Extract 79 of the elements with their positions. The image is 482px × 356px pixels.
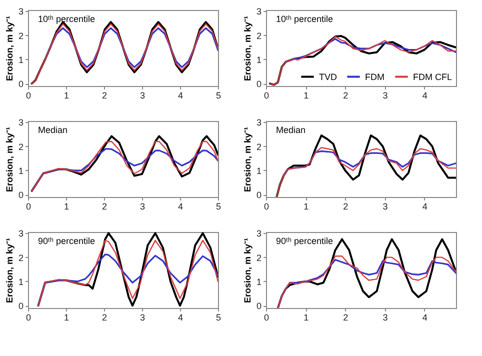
x-tick-label: 4 — [178, 90, 184, 100]
line-series — [276, 134, 456, 197]
x-tick-label: 0 — [264, 312, 270, 322]
x-tick-label: 0 — [26, 312, 32, 322]
x-tick-label: 0 — [26, 202, 32, 212]
x-tick-label: 5 — [216, 90, 222, 100]
line-series — [37, 254, 218, 306]
y-axis-title: Erosion, m ky⁻¹ — [4, 16, 14, 82]
x-tick-label: 0 — [264, 90, 270, 100]
x-tick-label: 0 — [26, 90, 32, 100]
line-series — [283, 150, 456, 176]
x-tick-label: 3 — [140, 202, 146, 212]
y-axis-title: Erosion, m ky⁻¹ — [4, 238, 14, 304]
y-tick-label: 2 — [256, 30, 262, 41]
line-series — [44, 27, 218, 68]
y-tick-label: 1 — [18, 166, 24, 176]
y-tick-label: 2 — [256, 142, 262, 152]
x-tick-label: 2 — [343, 312, 348, 322]
x-tick-label: 5 — [216, 202, 222, 212]
y-tick-label: 3 — [18, 228, 24, 239]
x-tick-label: 4 — [422, 202, 428, 212]
x-tick-label: 4 — [178, 312, 184, 322]
y-tick-label: 2 — [18, 30, 24, 41]
x-tick-label: 3 — [140, 312, 146, 322]
line-series — [276, 146, 456, 197]
x-tick-label: 1 — [64, 202, 70, 212]
y-tick-label: 1 — [18, 54, 24, 65]
annotation: Median — [38, 125, 68, 135]
x-tick-label: 2 — [102, 202, 108, 212]
y-tick-label: 0 — [256, 79, 262, 90]
legend-label: FDM CFL — [413, 72, 452, 82]
annotation: Median — [276, 125, 306, 135]
legend-label: TVD — [319, 72, 338, 82]
x-tick-label: 4 — [422, 312, 428, 322]
y-tick-label: 3 — [18, 118, 24, 128]
y-tick-label: 3 — [256, 228, 262, 239]
y-tick-label: 3 — [18, 6, 24, 17]
x-tick-label: 2 — [343, 90, 348, 100]
x-tick-label: 2 — [343, 202, 348, 212]
line-series — [284, 38, 456, 63]
y-tick-label: 2 — [256, 252, 262, 263]
annotation: 10ᵗʰ percentile — [276, 14, 333, 24]
y-tick-label: 0 — [18, 79, 24, 90]
x-tick-label: 2 — [102, 90, 108, 100]
x-tick-label: 3 — [140, 90, 146, 100]
y-tick-label: 1 — [256, 54, 262, 65]
y-tick-label: 1 — [256, 166, 262, 176]
x-tick-label: 5 — [216, 312, 222, 322]
y-axis-title: Erosion, m ky⁻¹ — [4, 126, 14, 192]
x-tick-label: 1 — [64, 312, 70, 322]
x-tick-label: 1 — [304, 312, 309, 322]
y-axis-title: Erosion, m ky⁻¹ — [242, 126, 252, 192]
y-tick-label: 1 — [18, 276, 24, 287]
annotation: 10ᵗʰ percentile — [38, 14, 95, 24]
y-tick-label: 0 — [18, 301, 24, 312]
y-tick-label: 3 — [256, 6, 262, 17]
y-axis-title: Erosion, m ky⁻¹ — [242, 16, 252, 82]
x-tick-label: 1 — [304, 90, 309, 100]
x-tick-label: 4 — [178, 202, 184, 212]
x-tick-label: 0 — [264, 202, 270, 212]
x-tick-label: 1 — [64, 90, 70, 100]
y-tick-label: 1 — [256, 276, 262, 287]
y-axis-title: Erosion, m ky⁻¹ — [242, 238, 252, 304]
x-tick-label: 3 — [382, 202, 388, 212]
y-tick-label: 0 — [18, 190, 24, 200]
x-tick-label: 3 — [382, 312, 388, 322]
x-tick-label: 4 — [422, 90, 428, 100]
x-tick-label: 1 — [304, 202, 309, 212]
x-tick-label: 3 — [382, 90, 388, 100]
y-tick-label: 3 — [256, 118, 262, 128]
annotation: 90ᵗʰ percentile — [38, 236, 95, 246]
y-tick-label: 0 — [256, 301, 262, 312]
legend-label: FDM — [365, 72, 384, 82]
line-series — [276, 238, 456, 308]
y-tick-label: 2 — [18, 142, 24, 152]
y-tick-label: 0 — [256, 190, 262, 200]
annotation: 90ᵗʰ percentile — [276, 236, 333, 246]
y-tick-label: 2 — [18, 252, 24, 263]
x-tick-label: 2 — [102, 312, 108, 322]
